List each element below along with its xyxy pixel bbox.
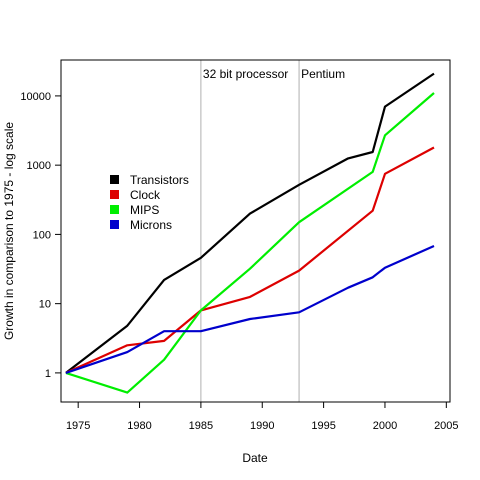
- series-line-mips: [65, 92, 435, 394]
- x-tick-label: 1995: [311, 420, 335, 432]
- x-tick-label: 2005: [434, 420, 458, 432]
- y-tick-label: 1000: [27, 160, 51, 172]
- plot-frame: [60, 59, 451, 403]
- series-line-microns: [65, 244, 435, 374]
- x-tick-label: 1980: [127, 420, 151, 432]
- x-tick-label: 1975: [66, 420, 90, 432]
- x-axis-title: Date: [242, 451, 268, 465]
- legend-label-microns: Microns: [130, 218, 172, 232]
- y-tick-label: 100: [33, 229, 51, 241]
- legend-label-mips: MIPS: [130, 203, 159, 217]
- legend-label-transistors: Transistors: [130, 173, 189, 187]
- series-lines: [65, 72, 435, 394]
- series-line-clock: [65, 146, 435, 374]
- x-tick-label: 1985: [189, 420, 213, 432]
- annotations: 32 bit processor Pentium: [203, 67, 345, 81]
- legend-label-clock: Clock: [130, 188, 161, 202]
- y-tick-label: 10: [39, 299, 51, 311]
- legend-swatch-transistors: [110, 175, 119, 184]
- y-tick-label: 10000: [20, 91, 51, 103]
- x-tick-label: 1990: [250, 420, 274, 432]
- y-tick-label: 1: [45, 368, 51, 380]
- x-tick-label: 2000: [373, 420, 397, 432]
- legend-swatch-mips: [110, 205, 119, 214]
- y-axis-title: Growth in comparison to 1975 - log scale: [2, 122, 16, 340]
- legend-swatch-clock: [110, 190, 119, 199]
- reference-lines: [200, 60, 300, 402]
- reference-line-label: Pentium: [301, 67, 345, 81]
- series-line-transistors: [65, 72, 435, 374]
- reference-line-label: 32 bit processor: [203, 67, 288, 81]
- legend-swatch-microns: [110, 220, 119, 229]
- axes: 1975 1980 1985 1990 1995 2000 2005 1 10 100 1000 10…: [20, 91, 458, 432]
